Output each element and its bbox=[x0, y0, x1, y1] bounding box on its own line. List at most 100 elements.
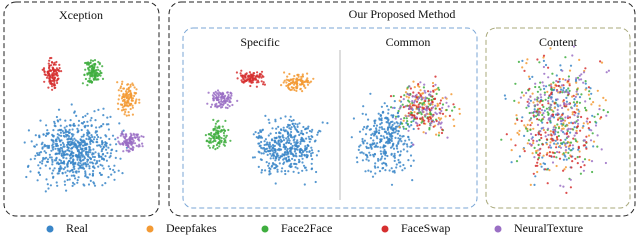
point bbox=[52, 145, 55, 148]
point bbox=[396, 147, 399, 150]
point bbox=[290, 119, 293, 123]
point bbox=[575, 139, 578, 143]
point bbox=[375, 129, 378, 132]
point bbox=[231, 103, 234, 107]
point bbox=[123, 113, 126, 116]
point bbox=[100, 125, 103, 128]
point bbox=[56, 184, 59, 187]
point bbox=[301, 75, 304, 78]
point bbox=[525, 62, 528, 65]
point bbox=[214, 105, 217, 108]
point bbox=[81, 122, 84, 125]
point bbox=[579, 166, 583, 169]
point bbox=[541, 143, 545, 146]
point bbox=[58, 150, 61, 154]
legend-marker bbox=[494, 225, 502, 233]
point bbox=[52, 169, 55, 172]
point bbox=[276, 165, 279, 168]
point bbox=[57, 120, 60, 123]
point bbox=[588, 90, 591, 93]
point bbox=[121, 80, 124, 83]
point bbox=[96, 66, 99, 69]
point bbox=[49, 184, 53, 187]
point bbox=[424, 132, 427, 135]
point bbox=[275, 136, 278, 139]
point bbox=[52, 129, 55, 132]
point bbox=[415, 116, 418, 119]
point bbox=[568, 102, 571, 106]
point bbox=[378, 118, 381, 121]
point bbox=[41, 68, 44, 71]
point bbox=[209, 105, 213, 109]
point bbox=[54, 63, 57, 66]
point bbox=[409, 154, 413, 157]
point bbox=[275, 157, 278, 160]
point bbox=[376, 142, 379, 145]
point bbox=[69, 142, 73, 146]
point bbox=[367, 146, 370, 150]
point bbox=[444, 96, 447, 99]
point bbox=[408, 93, 411, 97]
point bbox=[255, 81, 258, 84]
point bbox=[50, 69, 53, 72]
point bbox=[432, 120, 436, 123]
point bbox=[79, 158, 82, 161]
point bbox=[46, 160, 50, 163]
point bbox=[458, 107, 461, 111]
point bbox=[216, 92, 219, 95]
point bbox=[135, 88, 138, 91]
point bbox=[417, 103, 420, 106]
point bbox=[561, 127, 564, 130]
point bbox=[71, 184, 74, 187]
point bbox=[369, 170, 372, 173]
point bbox=[538, 86, 541, 89]
point bbox=[287, 123, 290, 126]
point bbox=[552, 81, 555, 84]
point bbox=[582, 125, 585, 128]
point bbox=[66, 149, 69, 152]
point bbox=[578, 110, 581, 113]
point bbox=[270, 165, 273, 168]
point bbox=[578, 101, 582, 104]
point bbox=[52, 63, 56, 66]
point bbox=[273, 136, 276, 139]
point bbox=[68, 128, 71, 131]
point bbox=[223, 139, 226, 142]
point bbox=[427, 97, 430, 100]
point bbox=[371, 175, 375, 178]
point bbox=[109, 143, 112, 146]
point bbox=[223, 97, 226, 100]
point bbox=[536, 98, 539, 101]
point bbox=[500, 138, 503, 141]
point bbox=[261, 74, 264, 78]
point bbox=[553, 86, 556, 89]
point bbox=[421, 97, 424, 101]
point bbox=[547, 146, 550, 149]
point bbox=[278, 162, 281, 165]
point bbox=[36, 152, 39, 155]
point bbox=[584, 82, 587, 85]
point bbox=[542, 56, 545, 59]
point bbox=[387, 112, 390, 115]
point bbox=[591, 114, 594, 117]
point bbox=[433, 97, 437, 100]
point bbox=[568, 69, 572, 72]
point bbox=[89, 158, 92, 161]
point bbox=[254, 76, 257, 80]
point bbox=[124, 108, 127, 111]
point bbox=[529, 124, 532, 127]
point bbox=[547, 113, 550, 116]
point bbox=[536, 103, 539, 106]
point bbox=[68, 150, 71, 153]
point bbox=[51, 163, 54, 166]
point bbox=[27, 129, 30, 132]
point bbox=[311, 158, 314, 161]
point bbox=[114, 138, 117, 141]
point bbox=[122, 87, 126, 90]
point bbox=[215, 143, 218, 147]
point bbox=[128, 142, 131, 145]
point bbox=[101, 141, 104, 144]
point bbox=[102, 123, 105, 126]
point bbox=[539, 130, 542, 133]
point bbox=[390, 152, 393, 155]
